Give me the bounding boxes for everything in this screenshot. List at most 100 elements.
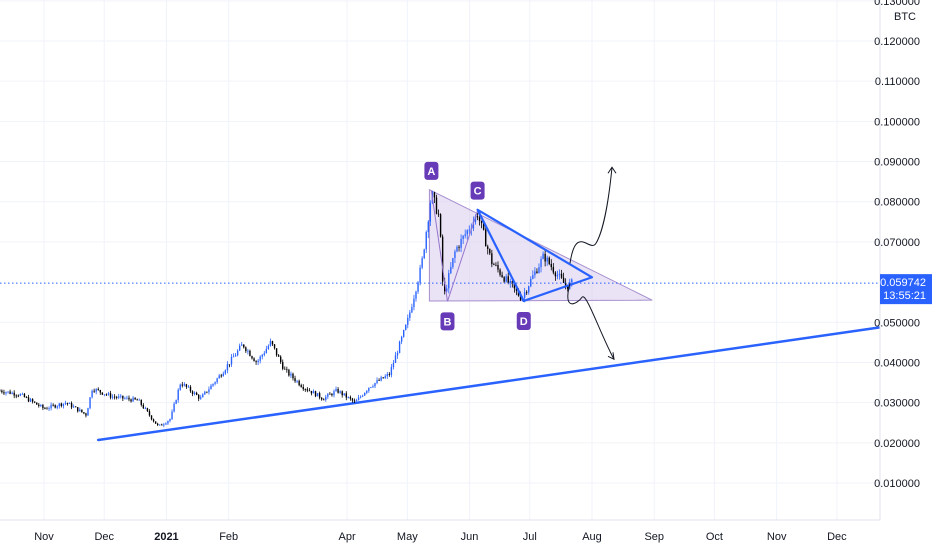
bearish-scenario-arrow[interactable] [567, 283, 615, 360]
candle-body [171, 411, 173, 420]
candle-body [183, 384, 186, 386]
candle-body [218, 375, 220, 379]
candle-body [517, 290, 520, 296]
candle-body [562, 277, 565, 283]
candle-body [400, 336, 403, 342]
candle-body [277, 355, 280, 357]
candle-body [296, 380, 298, 382]
time-axis[interactable]: Nov Dec 2021 Feb Apr May Jun Jul Aug Sep Oct Nov Dec [34, 531, 847, 543]
candle-body [259, 356, 261, 361]
y-tick-label: 0.130000 [874, 0, 920, 8]
candle-body [312, 391, 315, 394]
candle-body [314, 391, 317, 397]
candle-body [17, 395, 19, 397]
candle-body [359, 396, 362, 398]
candle-body [540, 258, 542, 268]
candle-body [409, 312, 411, 318]
candle-body [134, 397, 136, 400]
candle-body [15, 395, 17, 397]
candle-body [458, 246, 460, 248]
candle-body [189, 386, 192, 392]
candle-body [238, 345, 241, 351]
candle-body [327, 393, 329, 397]
candle-body [566, 286, 569, 289]
candle-body [396, 353, 399, 356]
pattern-leg[interactable] [446, 210, 479, 302]
candle-body [0, 390, 1, 392]
candle-body [72, 406, 75, 408]
candle-body [304, 389, 306, 390]
candle-body [130, 399, 132, 402]
candle-body [392, 363, 395, 367]
candle-body [378, 380, 380, 381]
candle-body [364, 392, 366, 396]
x-tick-label: Apr [339, 531, 356, 543]
candle-body [298, 380, 300, 386]
candle-body [437, 213, 440, 215]
pattern-point-b-badge[interactable] [440, 312, 455, 331]
candle-body [31, 399, 34, 402]
candle-body [38, 404, 40, 406]
y-tick-label: 0.090000 [874, 157, 920, 169]
candle-body [339, 391, 341, 393]
wedge-pattern[interactable] [476, 208, 594, 303]
pattern-triangle[interactable] [428, 188, 653, 302]
candle-body [95, 389, 97, 392]
pattern-point-a-badge[interactable] [424, 161, 439, 180]
bullish-scenario-arrow[interactable] [569, 167, 613, 264]
candle-body [206, 391, 208, 393]
y-tick-label: 0.120000 [874, 36, 920, 48]
candle-body [487, 246, 489, 249]
candle-body [415, 291, 417, 299]
candle-body [513, 283, 516, 289]
candle-body [152, 419, 155, 422]
x-tick-label: Nov [34, 531, 54, 543]
pattern-point-label: B [443, 316, 451, 328]
price-axis[interactable]: 0.130000 0.120000 0.110000 0.100000 0.090000… [874, 0, 920, 490]
candle-body [144, 408, 147, 409]
candle-body [501, 274, 503, 278]
candle-body [325, 396, 327, 400]
candle-body [122, 395, 124, 399]
candle-body [460, 238, 462, 248]
candle-body [197, 394, 200, 399]
candle-body [89, 397, 91, 409]
candle-body [208, 389, 210, 393]
candle-body [66, 402, 69, 404]
candle-body [525, 292, 528, 294]
candle-body [21, 393, 24, 395]
drawing-layer[interactable] [96, 188, 881, 442]
pattern-leg[interactable] [430, 190, 448, 302]
pattern-point-label: D [520, 316, 528, 328]
candle-body [107, 393, 110, 395]
candle-body [495, 264, 497, 266]
currency-label: BTC [894, 11, 916, 23]
pattern-point-d-badge[interactable] [516, 311, 531, 330]
candle-body [128, 397, 130, 400]
candle-body [361, 395, 364, 397]
support-trendline[interactable] [96, 326, 881, 442]
candle-body [308, 390, 311, 392]
candle-body [36, 402, 38, 405]
candle-body [423, 249, 425, 259]
candle-body [279, 356, 282, 363]
pattern-point-label: A [427, 166, 435, 178]
candle-body [509, 280, 511, 283]
candle-body [247, 350, 249, 352]
candle-body [290, 373, 292, 376]
candle-body [474, 216, 477, 222]
candle-body [181, 384, 183, 386]
y-tick-label: 0.080000 [874, 197, 920, 209]
candle-body [165, 423, 167, 425]
candle-body [97, 389, 99, 390]
pattern-point-c-badge[interactable] [470, 181, 485, 200]
candle-body [220, 375, 222, 377]
candle-body [546, 257, 548, 262]
candle-body [265, 349, 268, 354]
annotation-layer[interactable]: A B C D [0, 161, 880, 361]
candle-body [179, 384, 181, 390]
candle-body [478, 217, 481, 221]
pattern-point-label: C [474, 186, 482, 198]
candle-body [91, 390, 93, 398]
